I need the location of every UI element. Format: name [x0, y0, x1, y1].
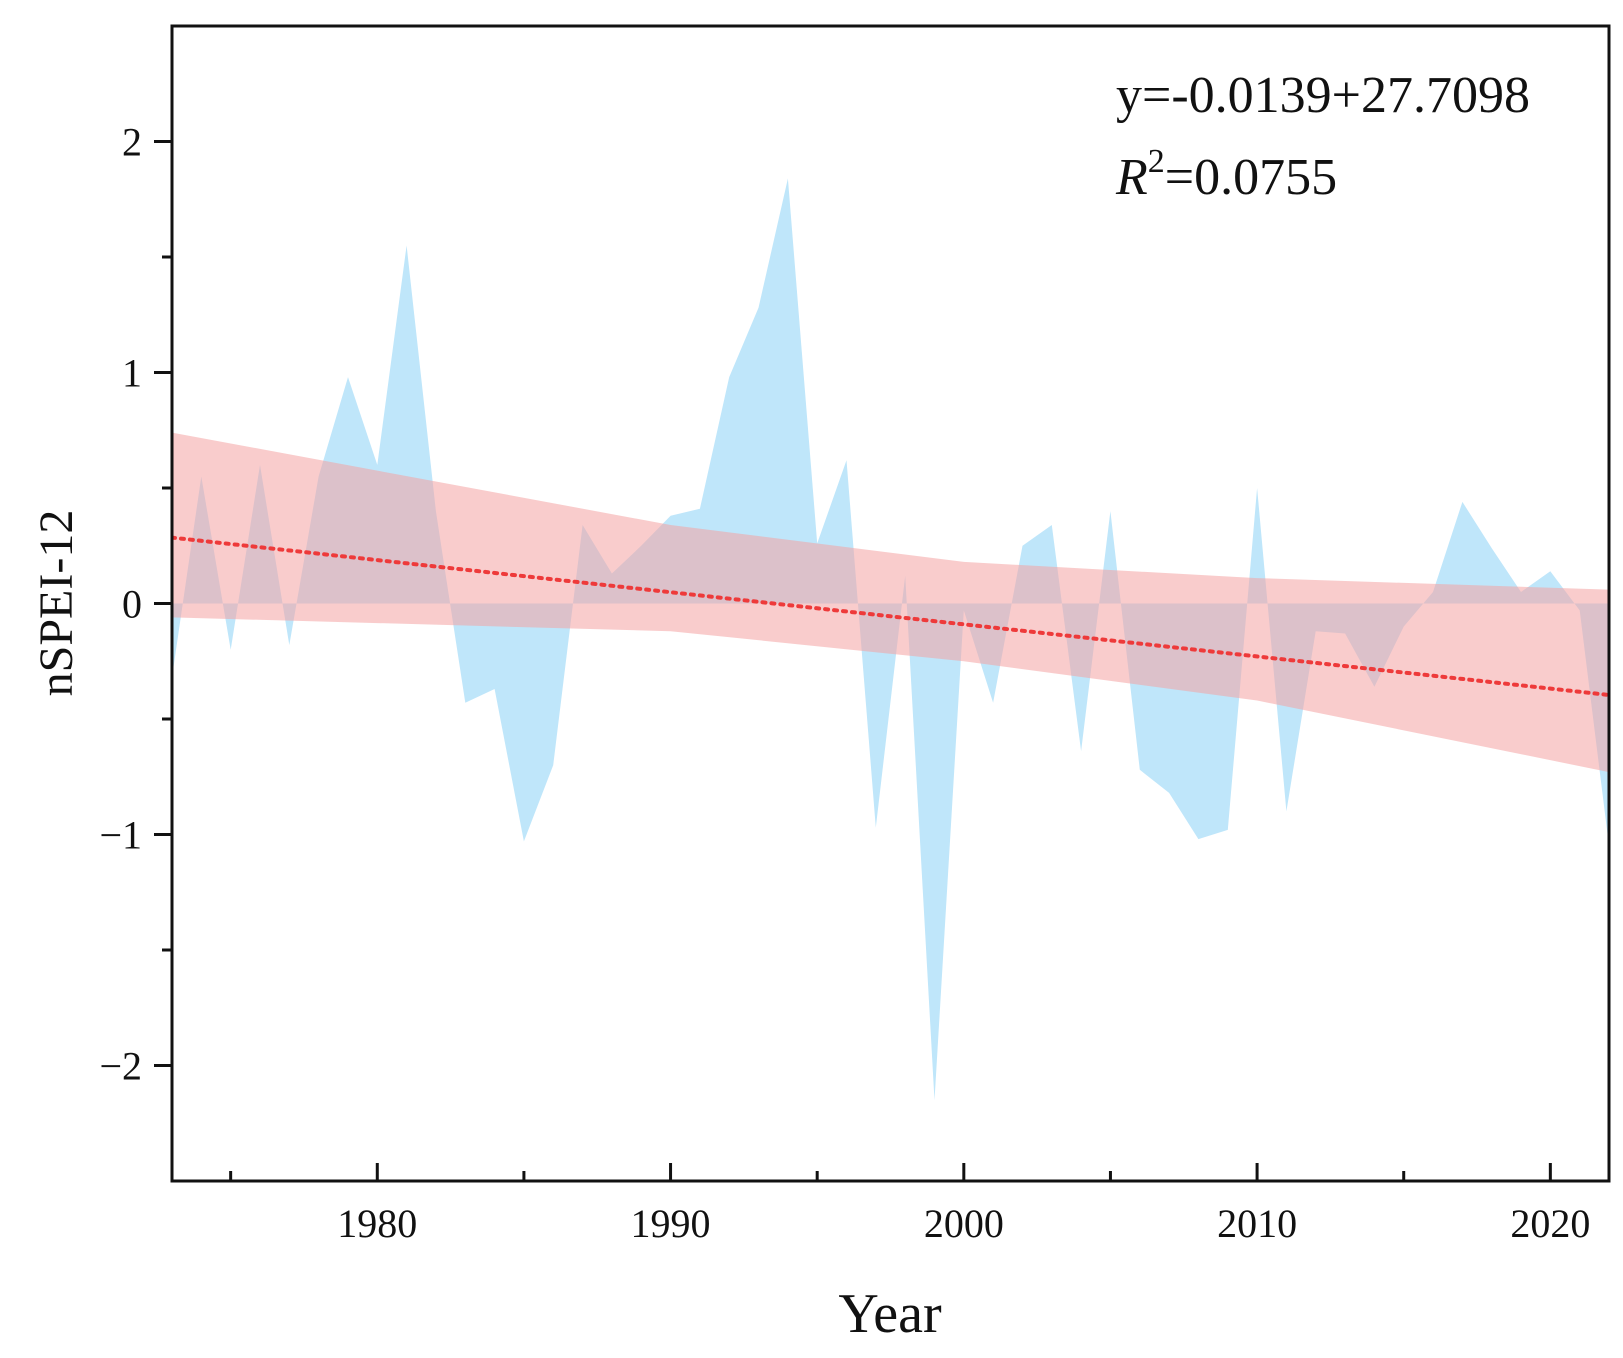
- r-squared-symbol: R: [1115, 149, 1148, 206]
- trend-line: [172, 535, 1609, 697]
- y-axis-title: nSPEI-12: [30, 510, 83, 697]
- r-squared-annotation: R2=0.0755: [1115, 143, 1337, 206]
- x-tick-label: 1990: [631, 1201, 711, 1246]
- x-tick-label: 2010: [1217, 1201, 1297, 1246]
- y-tick-label: 2: [122, 120, 142, 165]
- x-axis-title: Year: [838, 1283, 942, 1345]
- y-tick-label: −2: [99, 1044, 142, 1089]
- r-squared-exponent: 2: [1148, 143, 1165, 180]
- x-tick-label: 2020: [1510, 1201, 1590, 1246]
- confidence-band: [172, 432, 1609, 773]
- y-tick-label: −1: [99, 813, 142, 858]
- x-tick-label: 2000: [924, 1201, 1004, 1246]
- r-squared-value: =0.0755: [1165, 149, 1337, 206]
- x-tick-label: 1980: [337, 1201, 417, 1246]
- equation-annotation: y=-0.0139+27.7098: [1116, 67, 1530, 124]
- y-tick-label: 1: [122, 351, 142, 396]
- y-tick-label: 0: [122, 582, 142, 627]
